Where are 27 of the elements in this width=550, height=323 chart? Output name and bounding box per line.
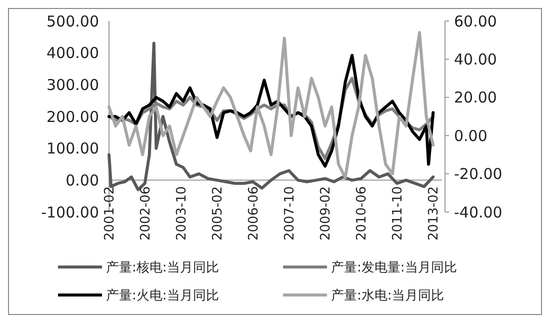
x-tick-label: 2009-02 bbox=[318, 186, 334, 240]
x-tick-label: 2013-02 bbox=[426, 186, 442, 240]
y-tick-label: 0.00 bbox=[66, 171, 99, 190]
x-tick-label: 2003-10 bbox=[174, 186, 190, 240]
y2-tick-label: -40.00 bbox=[454, 203, 502, 222]
x-tick-label: 2011-10 bbox=[390, 186, 406, 240]
y2-tick-label: 20.00 bbox=[454, 88, 497, 107]
x-tick-label: 2010-06 bbox=[354, 186, 370, 240]
y-tick-label: 400.00 bbox=[46, 44, 99, 62]
x-tick-label: 2002-06 bbox=[138, 186, 154, 240]
x-tick-label: 2001-02 bbox=[102, 186, 118, 240]
legend-label: 产量:水电:当月同比 bbox=[331, 288, 444, 304]
x-tick-label: 2006-06 bbox=[246, 186, 262, 240]
y-tick-label: 500.00 bbox=[46, 12, 99, 30]
legend-label: 产量:核电:当月同比 bbox=[106, 260, 219, 276]
y2-tick-label: 60.00 bbox=[454, 12, 497, 30]
y-tick-label: 300.00 bbox=[46, 76, 99, 94]
legend-label: 产量:火电:当月同比 bbox=[106, 288, 219, 304]
y2-tick-label: 40.00 bbox=[454, 50, 497, 68]
y2-tick-label: 0.00 bbox=[454, 126, 488, 145]
y-tick-label: -100.00 bbox=[41, 203, 99, 222]
legend-label: 产量:发电量:当月同比 bbox=[331, 260, 457, 276]
y-tick-label: 100.00 bbox=[46, 140, 99, 158]
x-tick-label: 2007-10 bbox=[282, 186, 298, 240]
y-tick-label: 200.00 bbox=[46, 108, 99, 126]
y2-tick-label: -20.00 bbox=[454, 165, 502, 184]
x-tick-label: 2005-02 bbox=[210, 186, 226, 240]
